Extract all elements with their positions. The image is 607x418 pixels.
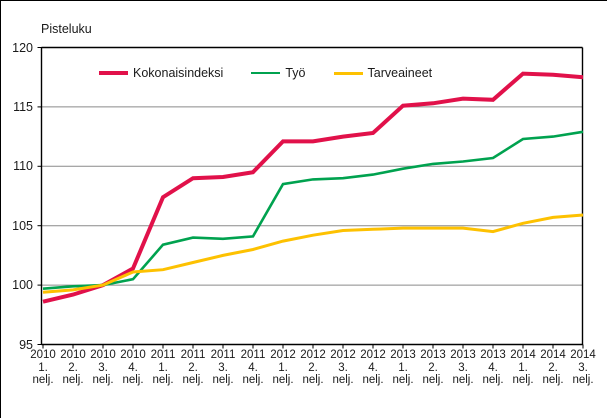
x-tick-label: 2012 2. nelj. <box>300 349 326 386</box>
x-tick-label: 2012 3. nelj. <box>330 349 356 386</box>
x-tick-label: 2010 3. nelj. <box>90 349 116 386</box>
x-tick-label: 2011 3. nelj. <box>210 349 236 386</box>
x-tick-label: 2010 2. nelj. <box>60 349 86 386</box>
series-line-tarveaineet <box>42 213 584 294</box>
x-tick-label: 2011 2. nelj. <box>180 349 206 386</box>
y-tick-label-120: 120 <box>12 40 33 55</box>
y-tick-label-100: 100 <box>12 278 33 293</box>
x-tick-label: 2014 2. nelj. <box>540 349 566 386</box>
legend-item-tarveaineet: Tarveaineet <box>333 66 433 80</box>
x-tick-label: 2012 1. nelj. <box>270 349 296 386</box>
y-tick-label-115: 115 <box>13 99 33 114</box>
y-tick-label-110: 110 <box>13 159 33 174</box>
x-tick-label: 2013 2. nelj. <box>420 349 446 386</box>
legend-label: Työ <box>285 66 306 80</box>
x-tick-label: 2011 1. nelj. <box>150 349 176 386</box>
series-line-kokonaisindeksi <box>42 71 584 304</box>
x-tick-label: 2013 4. nelj. <box>480 349 506 386</box>
legend-line-swatch <box>99 71 128 75</box>
legend-line-swatch <box>251 71 281 75</box>
legend-label: Kokonaisindeksi <box>133 66 224 80</box>
legend-item-kokonaisindeksi: Kokonaisindeksi <box>99 66 223 80</box>
x-tick-label: 2013 3. nelj. <box>450 349 476 386</box>
legend-label: Tarveaineet <box>367 66 433 80</box>
y-axis-title: Pisteluku <box>41 22 92 36</box>
y-tick-label-105: 105 <box>12 218 33 233</box>
y-tick-label-95: 95 <box>19 337 33 352</box>
x-tick-label: 2013 1. nelj. <box>390 349 416 386</box>
x-tick-label: 2010 1. nelj. <box>30 349 56 386</box>
x-tick-label: 2011 4. nelj. <box>240 349 266 386</box>
series-line-työ <box>42 130 584 290</box>
legend: Kokonaisindeksi Työ Tarveaineet <box>99 66 432 80</box>
x-tick-label: 2010 4. nelj. <box>120 349 146 386</box>
legend-line-swatch <box>333 71 363 75</box>
legend-item-työ: Työ <box>251 66 306 80</box>
x-tick-label: 2014 3. nelj. <box>570 349 596 386</box>
x-tick-label: 2014 1. nelj. <box>510 349 536 386</box>
x-tick-label: 2012 4. nelj. <box>360 349 386 386</box>
